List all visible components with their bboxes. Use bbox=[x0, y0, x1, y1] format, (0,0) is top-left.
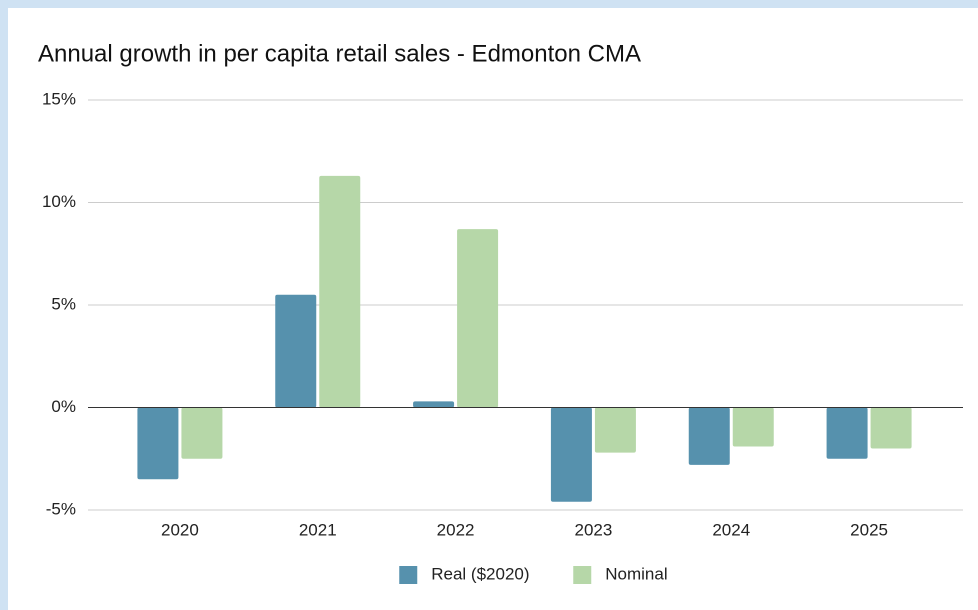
legend-swatch bbox=[573, 566, 592, 584]
chart-title: Annual growth in per capita retail sales… bbox=[38, 40, 641, 67]
y-tick-label: 10% bbox=[42, 192, 76, 211]
x-tick-label: 2024 bbox=[712, 520, 750, 539]
bar bbox=[413, 401, 455, 408]
legend-label: Nominal bbox=[605, 564, 667, 583]
bar bbox=[826, 407, 868, 459]
bar bbox=[457, 229, 499, 408]
bar bbox=[870, 407, 912, 449]
x-tick-label: 2023 bbox=[575, 520, 613, 539]
y-tick-label: 15% bbox=[42, 89, 76, 108]
legend-swatch bbox=[399, 566, 418, 584]
y-tick-label: 0% bbox=[51, 397, 76, 416]
bar bbox=[732, 407, 774, 447]
x-tick-label: 2025 bbox=[850, 520, 888, 539]
x-tick-label: 2021 bbox=[299, 520, 337, 539]
x-tick-label: 2022 bbox=[437, 520, 475, 539]
bar bbox=[594, 407, 636, 453]
y-tick-label: 5% bbox=[51, 294, 76, 313]
legend-label: Real ($2020) bbox=[431, 564, 529, 583]
x-tick-label: 2020 bbox=[161, 520, 199, 539]
y-tick-label: -5% bbox=[46, 499, 76, 518]
bar bbox=[181, 407, 223, 459]
bar bbox=[550, 407, 592, 502]
bar bbox=[319, 175, 361, 408]
bar bbox=[137, 407, 179, 480]
bar bbox=[688, 407, 730, 465]
bar bbox=[275, 294, 317, 408]
